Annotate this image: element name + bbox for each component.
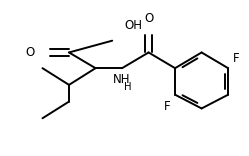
Text: O: O: [144, 12, 153, 25]
Text: NH: NH: [113, 73, 131, 86]
Text: F: F: [233, 52, 240, 65]
Text: F: F: [164, 100, 170, 113]
Text: H: H: [124, 82, 131, 92]
Text: O: O: [25, 46, 35, 59]
Text: OH: OH: [124, 19, 142, 32]
